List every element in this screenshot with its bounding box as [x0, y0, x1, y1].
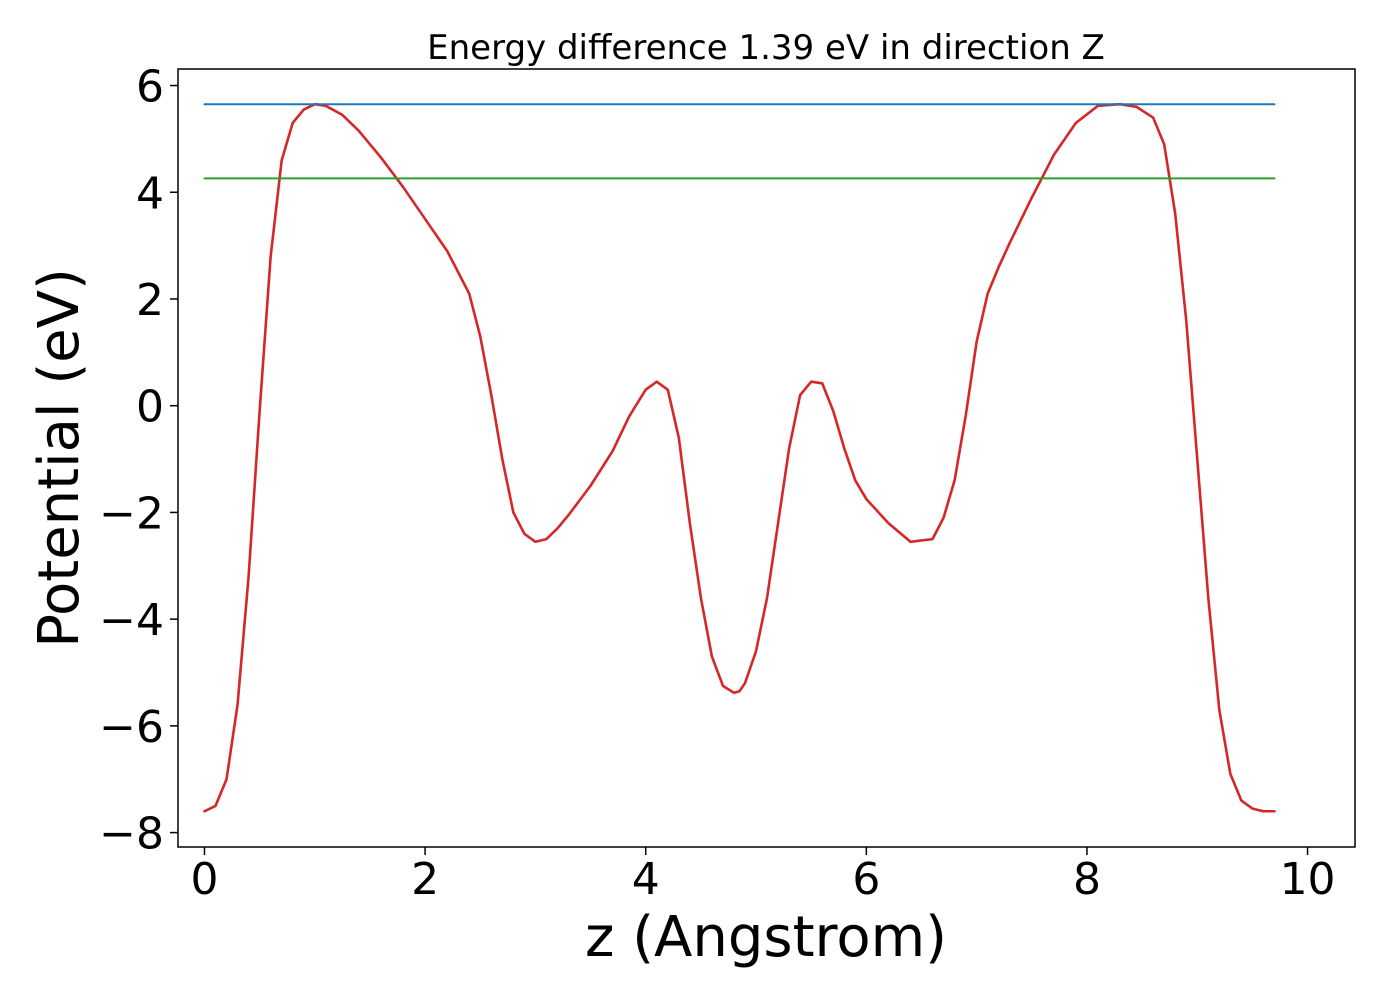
y-tick-label: −4 [99, 595, 164, 646]
y-axis: −8 −6 −4 −2 0 2 4 6 [99, 62, 178, 860]
y-tick-label: 2 [136, 275, 164, 326]
plot-lines [203, 102, 1276, 813]
y-tick-label: 0 [136, 382, 164, 433]
y-tick-label: 4 [136, 168, 164, 219]
y-axis-title: Potential (eV) [27, 268, 92, 648]
x-tick-label: 4 [632, 854, 660, 905]
chart-title: Energy difference 1.39 eV in direction Z [427, 28, 1105, 68]
x-tick-label: 6 [852, 854, 880, 905]
x-axis: 0 2 4 6 8 10 [190, 847, 1336, 905]
x-tick-label: 0 [190, 854, 218, 905]
y-tick-label: −8 [99, 809, 164, 860]
x-axis-title: z (Angstrom) [585, 905, 947, 970]
y-tick-label: 6 [136, 62, 164, 113]
x-tick-label: 10 [1280, 854, 1336, 905]
plot-frame [177, 68, 1356, 848]
y-tick-label: −2 [99, 488, 164, 539]
series-line-0 [203, 102, 1276, 813]
x-tick-label: 8 [1073, 854, 1101, 905]
y-tick-label: −6 [99, 702, 164, 753]
x-tick-label: 2 [411, 854, 439, 905]
